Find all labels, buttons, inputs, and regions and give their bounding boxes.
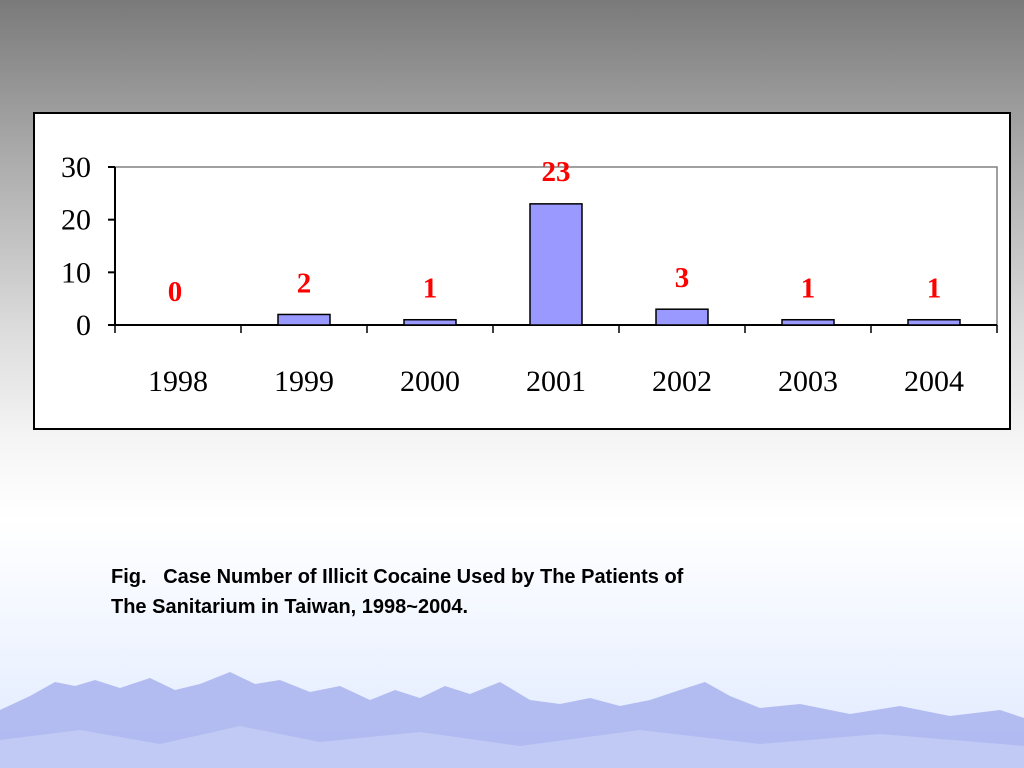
x-tick-label: 1998 — [148, 365, 208, 398]
bar — [403, 318, 457, 326]
y-tick-label: 20 — [61, 204, 91, 237]
bar — [655, 308, 709, 326]
bar-series — [277, 203, 961, 326]
mountain-shadow — [0, 726, 1024, 768]
x-axis-tick-labels: 1998 1999 2000 2001 2002 2003 2004 — [148, 365, 964, 398]
bar-chart: 0 2 1 23 3 1 1 1998 1999 2000 2001 2002 2003 2004 0 1… — [61, 151, 998, 398]
caption-line-1: Fig. Case Number of Illicit Cocaine Used… — [111, 566, 684, 588]
bar — [781, 318, 835, 326]
chart-frame: 0 2 1 23 3 1 1 1998 1999 2000 2001 2002 2003 2004 0 1… — [33, 112, 1011, 430]
x-axis-ticks — [114, 325, 998, 333]
x-tick-label: 2000 — [400, 365, 460, 398]
data-labels: 0 2 1 23 3 1 1 — [168, 156, 942, 308]
bar — [529, 203, 583, 326]
x-tick-label: 1999 — [274, 365, 334, 398]
x-tick-label: 2002 — [652, 365, 712, 398]
data-label: 1 — [423, 273, 438, 305]
bar — [907, 318, 961, 326]
mountain-decoration — [0, 672, 1024, 768]
y-axis-tick-labels: 0 10 20 30 — [61, 151, 91, 342]
y-tick-label: 30 — [61, 151, 91, 184]
x-tick-label: 2001 — [526, 365, 586, 398]
x-tick-label: 2004 — [904, 365, 964, 398]
data-label: 0 — [168, 276, 183, 308]
data-label: 1 — [801, 273, 816, 305]
bar — [277, 313, 331, 326]
caption-line-2: The Sanitarium in Taiwan, 1998~2004. — [111, 596, 469, 618]
figure-caption: Fig. Case Number of Illicit Cocaine Used… — [111, 562, 891, 622]
data-label: 2 — [297, 267, 312, 299]
y-tick-label: 10 — [61, 256, 91, 289]
y-axis-ticks — [108, 166, 115, 326]
x-tick-label: 2003 — [778, 365, 838, 398]
data-label: 23 — [542, 156, 571, 188]
data-label: 1 — [927, 273, 942, 305]
data-label: 3 — [675, 262, 690, 294]
y-tick-label: 0 — [76, 309, 91, 342]
